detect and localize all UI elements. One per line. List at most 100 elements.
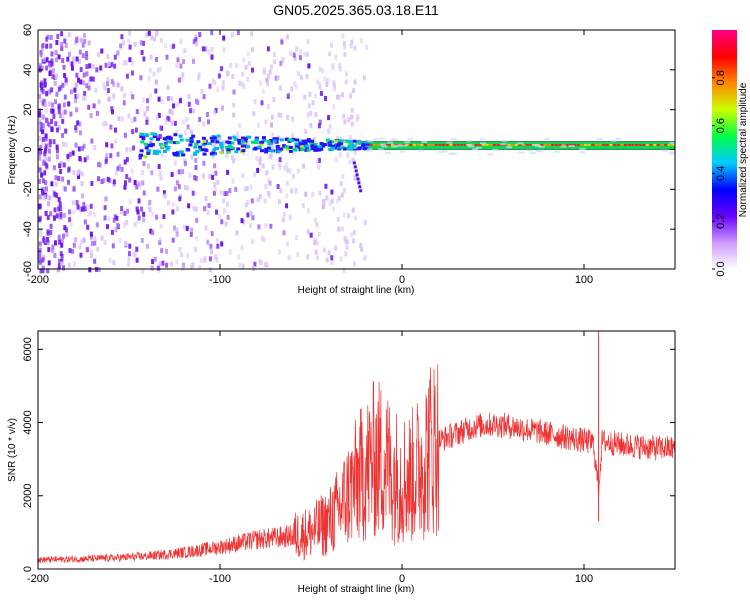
carrier-core-cell — [573, 143, 577, 146]
noise-cell — [38, 194, 42, 200]
noise-cell — [188, 173, 192, 178]
carrier-core-cell — [613, 143, 617, 146]
signal-cell — [166, 146, 171, 149]
signal-cell — [150, 132, 155, 136]
noise-cell — [104, 121, 108, 126]
noise-cell — [41, 136, 45, 142]
signal-cell — [274, 137, 279, 141]
noise-cell — [309, 122, 313, 128]
noise-cell — [156, 67, 160, 73]
noise-cell — [69, 111, 73, 117]
noise-cell — [127, 113, 131, 119]
noise-cell — [241, 263, 245, 269]
noise-cell — [243, 186, 247, 192]
noise-cell — [74, 237, 78, 243]
noise-cell — [42, 98, 46, 104]
carrier-halo-cell — [535, 150, 542, 153]
signal-cell — [266, 140, 271, 144]
signal-cell — [340, 146, 345, 150]
signal-cell — [203, 141, 208, 145]
noise-cell — [279, 60, 283, 66]
noise-cell — [151, 230, 155, 235]
noise-cell — [279, 112, 283, 118]
signal-cell — [267, 142, 272, 146]
noise-cell — [216, 243, 220, 249]
carrier-core-cell — [547, 143, 551, 146]
noise-cell — [119, 209, 123, 214]
noise-cell — [38, 254, 41, 260]
noise-cell — [311, 100, 315, 106]
noise-cell — [221, 148, 225, 154]
noise-cell — [343, 44, 347, 50]
noise-cell — [170, 172, 174, 177]
signal-cell — [299, 145, 304, 148]
noise-cell — [347, 117, 351, 123]
noise-cell — [293, 81, 297, 87]
noise-cell — [222, 198, 226, 204]
noise-cell — [106, 88, 110, 93]
noise-cell — [72, 185, 76, 191]
noise-cell — [55, 91, 59, 97]
noise-cell — [242, 84, 246, 90]
noise-cell — [173, 120, 177, 126]
noise-cell — [124, 241, 128, 247]
noise-cell — [81, 53, 85, 59]
noise-cell — [176, 57, 180, 63]
noise-cell — [61, 118, 65, 124]
carrier-core-cell — [507, 143, 511, 146]
noise-cell — [106, 81, 110, 87]
noise-cell — [76, 170, 80, 176]
noise-cell — [71, 150, 75, 156]
noise-cell — [135, 109, 139, 115]
noise-cell — [75, 200, 79, 206]
noise-cell — [56, 33, 60, 39]
noise-cell — [69, 89, 73, 95]
noise-cell — [54, 181, 58, 187]
noise-cell — [125, 73, 129, 79]
noise-cell — [335, 94, 339, 100]
carrier-halo-cell — [669, 151, 676, 154]
noise-cell — [315, 222, 319, 228]
noise-cell — [95, 222, 99, 228]
snr-xtick-labels: -200 -100 0 100 — [27, 573, 593, 585]
noise-cell — [273, 59, 277, 65]
noise-cell — [142, 217, 146, 223]
snr-xtick-label: 100 — [575, 573, 593, 585]
noise-cell — [147, 76, 151, 82]
signal-cell — [260, 140, 265, 144]
noise-cell — [39, 144, 43, 150]
noise-cell — [38, 227, 42, 233]
noise-cell — [307, 63, 311, 69]
noise-cell — [287, 92, 291, 98]
signal-cell — [330, 140, 335, 144]
noise-cell — [165, 248, 168, 254]
signal-cell — [189, 140, 194, 144]
noise-cell — [116, 50, 120, 56]
noise-cell — [342, 267, 346, 273]
noise-cell — [238, 80, 242, 86]
noise-cell — [120, 34, 124, 40]
noise-cell — [190, 154, 194, 160]
noise-cell — [295, 46, 299, 52]
signal-cell — [201, 136, 206, 140]
noise-cell — [107, 96, 111, 102]
carrier-core-cell — [602, 143, 606, 146]
noise-cell — [57, 234, 61, 240]
signal-cell — [153, 149, 157, 153]
carrier-core-cell — [653, 143, 657, 146]
noise-cell — [90, 234, 93, 240]
signal-cell — [304, 148, 309, 152]
noise-cell — [82, 80, 86, 86]
noise-cell — [78, 49, 82, 55]
signal-cell — [227, 141, 232, 145]
noise-cell — [170, 96, 174, 102]
carrier-core-cell — [372, 143, 376, 146]
noise-cell — [296, 168, 300, 174]
signal-cell — [175, 151, 180, 155]
noise-cell — [63, 225, 67, 231]
carrier-core-cell — [638, 143, 642, 146]
noise-cell — [330, 198, 334, 204]
noise-cell — [39, 232, 42, 237]
carrier-core-cell — [645, 143, 649, 146]
